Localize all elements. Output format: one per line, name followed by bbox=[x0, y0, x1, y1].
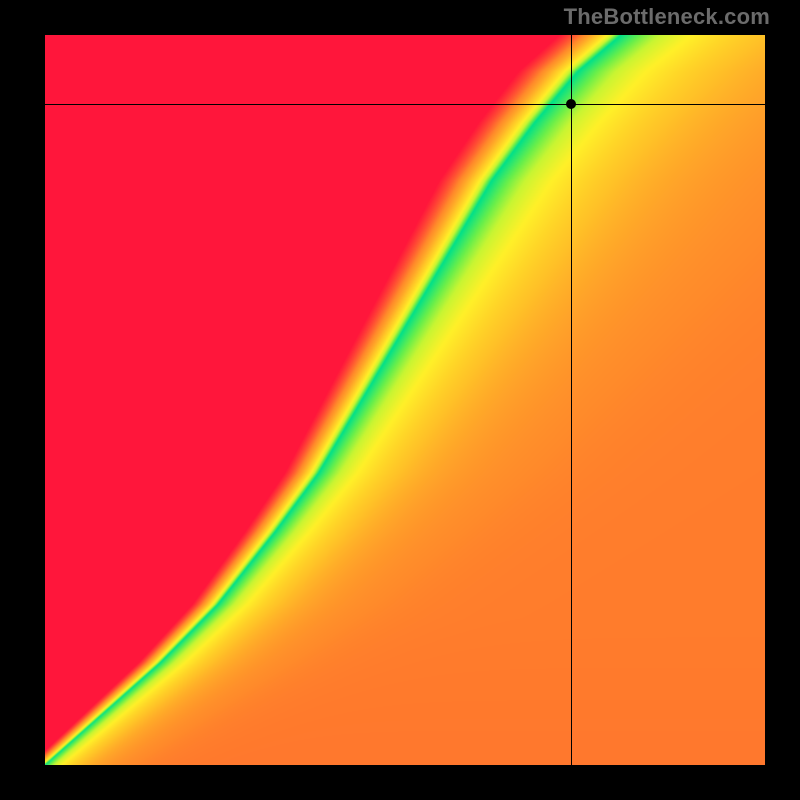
chart-container: TheBottleneck.com bbox=[0, 0, 800, 800]
watermark-text: TheBottleneck.com bbox=[564, 4, 770, 30]
heatmap-canvas bbox=[45, 35, 765, 765]
